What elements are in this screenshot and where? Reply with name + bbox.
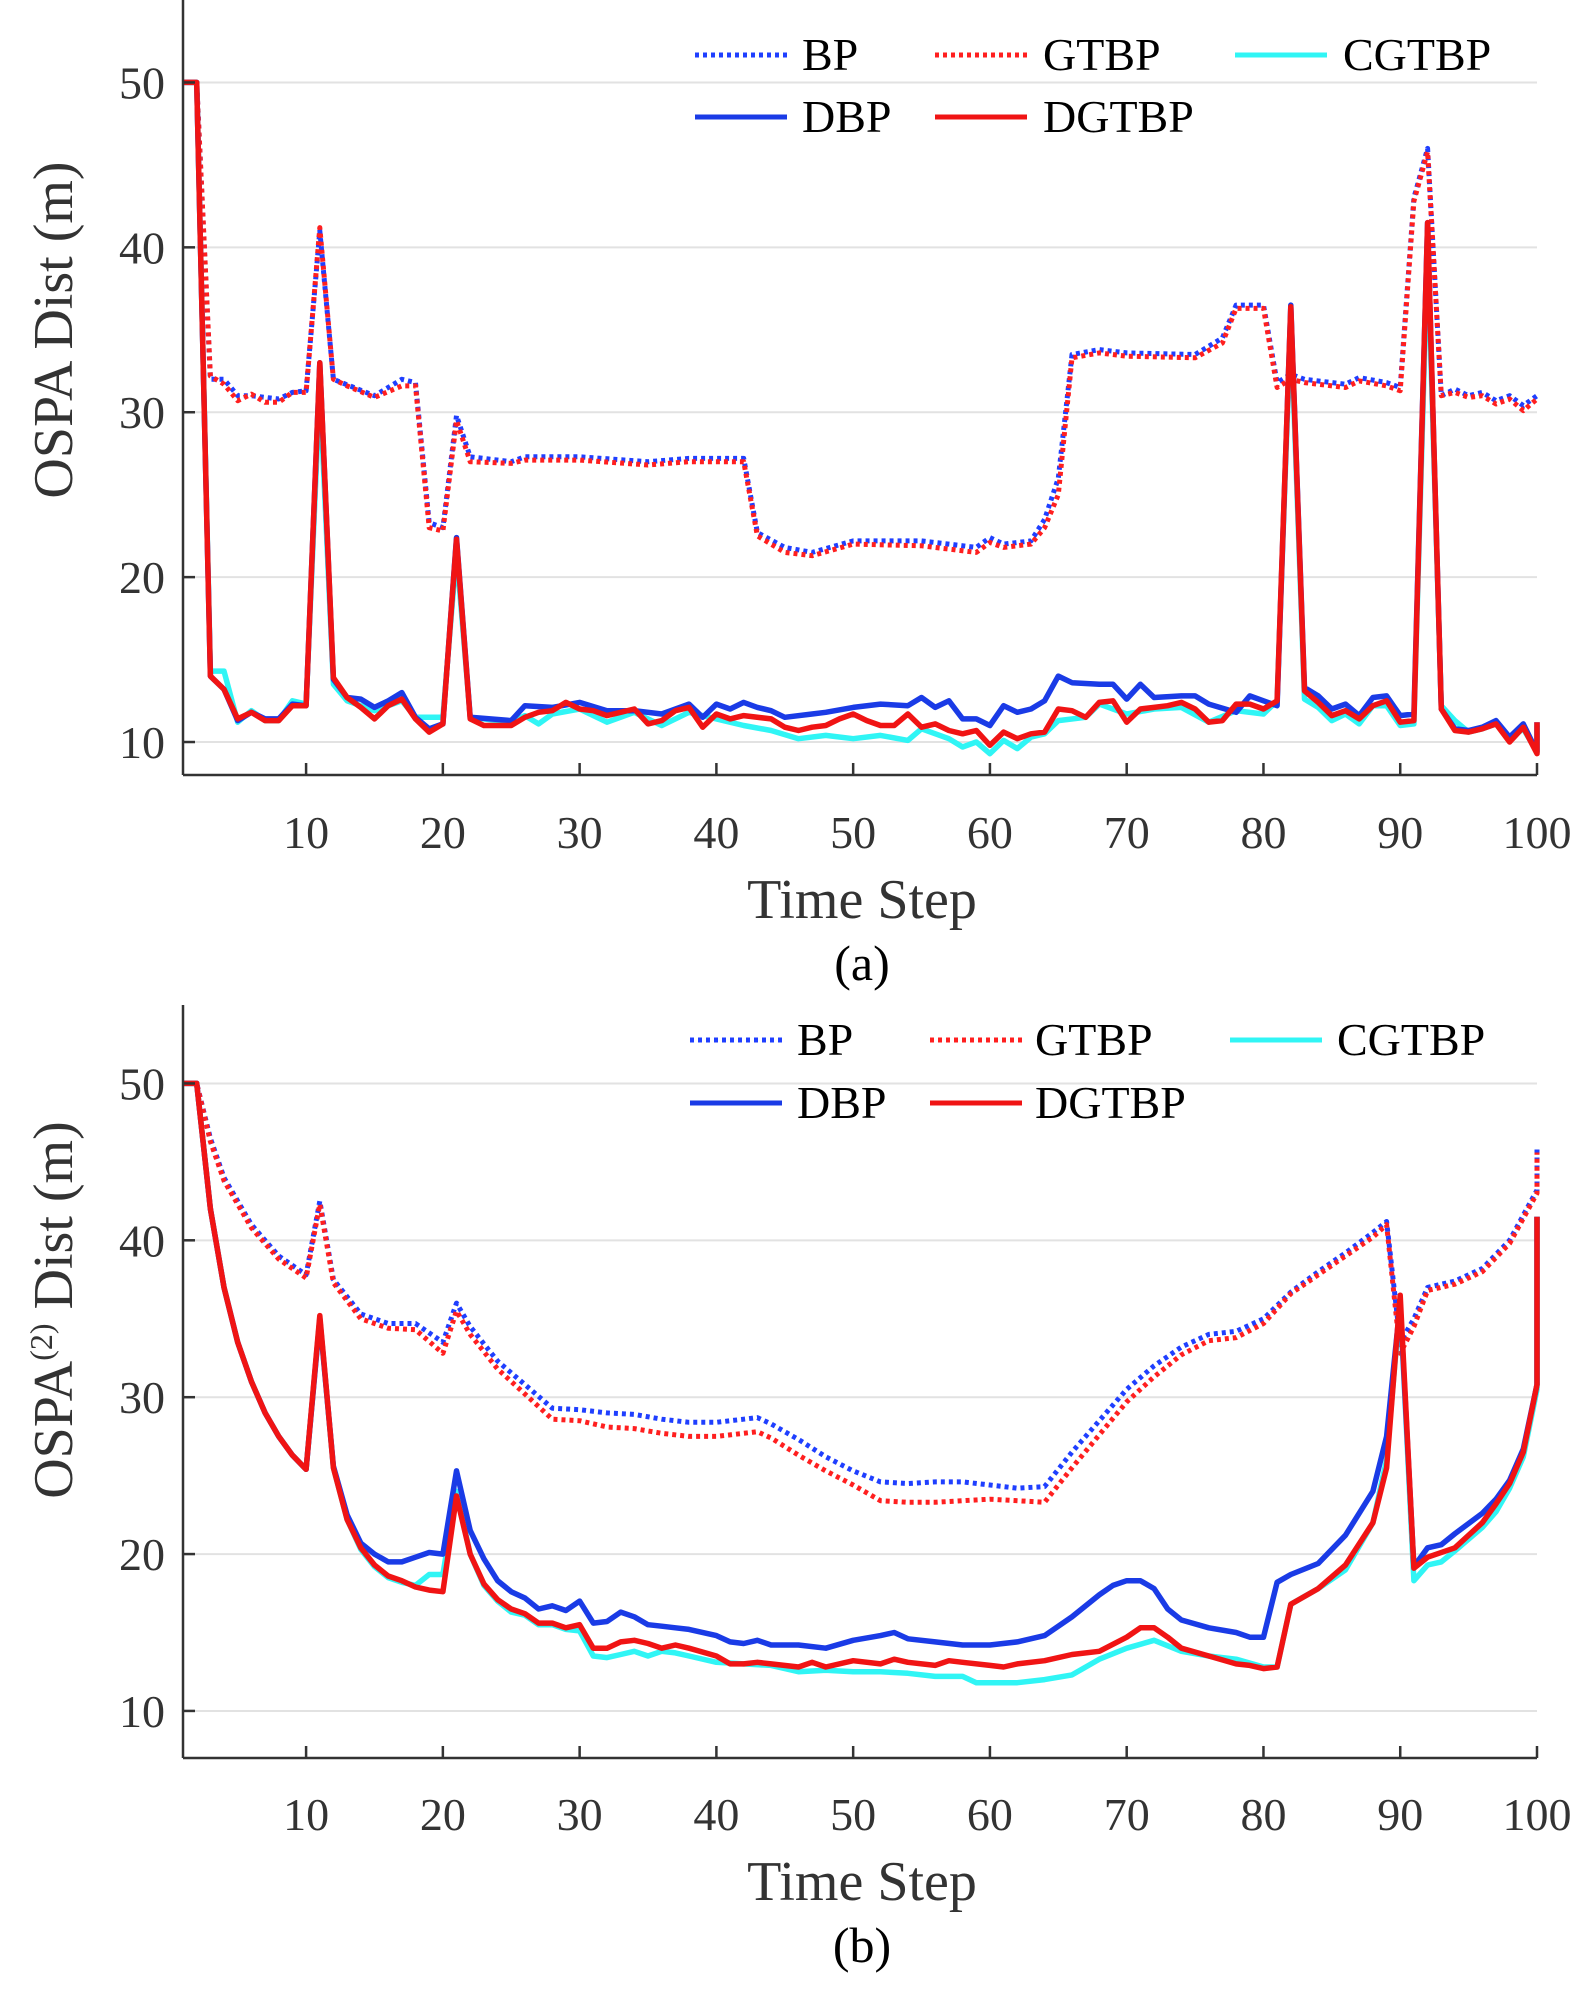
legend-label-dgtbp: DGTBP xyxy=(1035,1077,1186,1128)
series-line-dbp xyxy=(183,1080,1540,1651)
x-tick-label: 60 xyxy=(967,1789,1013,1840)
y-tick-label: 40 xyxy=(119,222,165,273)
y-axis-label: OSPA(2) Dist (m) xyxy=(23,1121,85,1499)
y-tick-label: 20 xyxy=(119,1529,165,1580)
series-line-cgtbp xyxy=(183,79,1540,757)
y-axis-label: OSPA Dist (m) xyxy=(23,161,85,498)
legend-label-dbp: DBP xyxy=(802,91,891,142)
x-tick-label: 50 xyxy=(830,1789,876,1840)
x-tick-label: 70 xyxy=(1104,1789,1150,1840)
series-line-gtbp xyxy=(183,1080,1540,1505)
legend-label-bp: BP xyxy=(802,29,858,80)
x-tick-label: 80 xyxy=(1240,1789,1286,1840)
series-line-bp xyxy=(183,1080,1540,1491)
panel-caption: (a) xyxy=(834,935,890,991)
x-tick-label: 60 xyxy=(967,807,1013,858)
y-tick-label: 30 xyxy=(119,387,165,438)
series-line-cgtbp xyxy=(183,1080,1540,1686)
legend-label-cgtbp: CGTBP xyxy=(1337,1014,1485,1065)
x-axis-label: Time Step xyxy=(747,869,977,931)
x-tick-label: 90 xyxy=(1377,1789,1423,1840)
y-tick-label: 40 xyxy=(119,1215,165,1266)
x-tick-label: 10 xyxy=(283,807,329,858)
legend: BP GTBP CGTBP DBP DGTBP xyxy=(695,29,1491,142)
y-tick-label: 10 xyxy=(119,1686,165,1737)
y-axis-label-prefix: OSPA xyxy=(23,1360,85,1499)
legend-label-dbp: DBP xyxy=(797,1077,886,1128)
panel-caption: (b) xyxy=(833,1917,891,1973)
x-tick-label: 90 xyxy=(1377,807,1423,858)
legend-label-gtbp: GTBP xyxy=(1035,1014,1153,1065)
x-tick-label: 10 xyxy=(283,1789,329,1840)
series-layer xyxy=(183,79,1540,757)
x-tick-label: 100 xyxy=(1503,807,1572,858)
series-line-dbp xyxy=(183,79,1540,755)
gridlines xyxy=(183,1082,1537,1712)
y-tick-label: 30 xyxy=(119,1372,165,1423)
x-axis-ticks: 10 20 30 40 50 60 70 80 90 100 xyxy=(283,1746,1572,1840)
y-tick-label: 10 xyxy=(119,717,165,768)
series-line-dgtbp xyxy=(183,79,1540,757)
y-axis-ticks: 10 20 30 40 50 xyxy=(119,1058,195,1737)
x-axis-label: Time Step xyxy=(747,1851,977,1913)
y-axis-label-superscript: (2) xyxy=(23,1323,59,1360)
chart-panel-a: 10 20 30 40 50 60 70 80 90 100 10 20 30 40 50 Time St… xyxy=(23,0,1572,991)
y-axis-label-suffix: Dist (m) xyxy=(23,1121,85,1323)
legend-label-gtbp: GTBP xyxy=(1043,29,1161,80)
series-line-dgtbp xyxy=(183,1080,1540,1672)
y-tick-label: 50 xyxy=(119,1058,165,1109)
legend-label-dgtbp: DGTBP xyxy=(1043,91,1194,142)
series-layer xyxy=(183,1080,1540,1686)
x-tick-label: 30 xyxy=(557,1789,603,1840)
chart-panel-b: 10 20 30 40 50 60 70 80 90 100 10 20 30 40 50 Time St… xyxy=(23,1005,1572,1973)
series-line-gtbp xyxy=(183,79,1539,559)
series-line-bp xyxy=(183,79,1539,555)
y-tick-label: 20 xyxy=(119,552,165,603)
gridlines xyxy=(183,81,1537,744)
y-tick-label: 50 xyxy=(119,57,165,108)
x-tick-label: 30 xyxy=(557,807,603,858)
legend-label-bp: BP xyxy=(797,1014,853,1065)
x-tick-label: 70 xyxy=(1104,807,1150,858)
x-tick-label: 20 xyxy=(420,807,466,858)
x-tick-label: 40 xyxy=(693,807,739,858)
x-tick-label: 50 xyxy=(830,807,876,858)
x-axis-ticks: 10 20 30 40 50 60 70 80 90 100 xyxy=(283,763,1572,858)
legend-label-cgtbp: CGTBP xyxy=(1343,29,1491,80)
x-tick-label: 80 xyxy=(1240,807,1286,858)
x-tick-label: 40 xyxy=(693,1789,739,1840)
x-tick-label: 100 xyxy=(1503,1789,1572,1840)
x-tick-label: 20 xyxy=(420,1789,466,1840)
legend: BP GTBP CGTBP DBP DGTBP xyxy=(690,1014,1485,1128)
y-axis-ticks: 10 20 30 40 50 xyxy=(119,57,195,768)
